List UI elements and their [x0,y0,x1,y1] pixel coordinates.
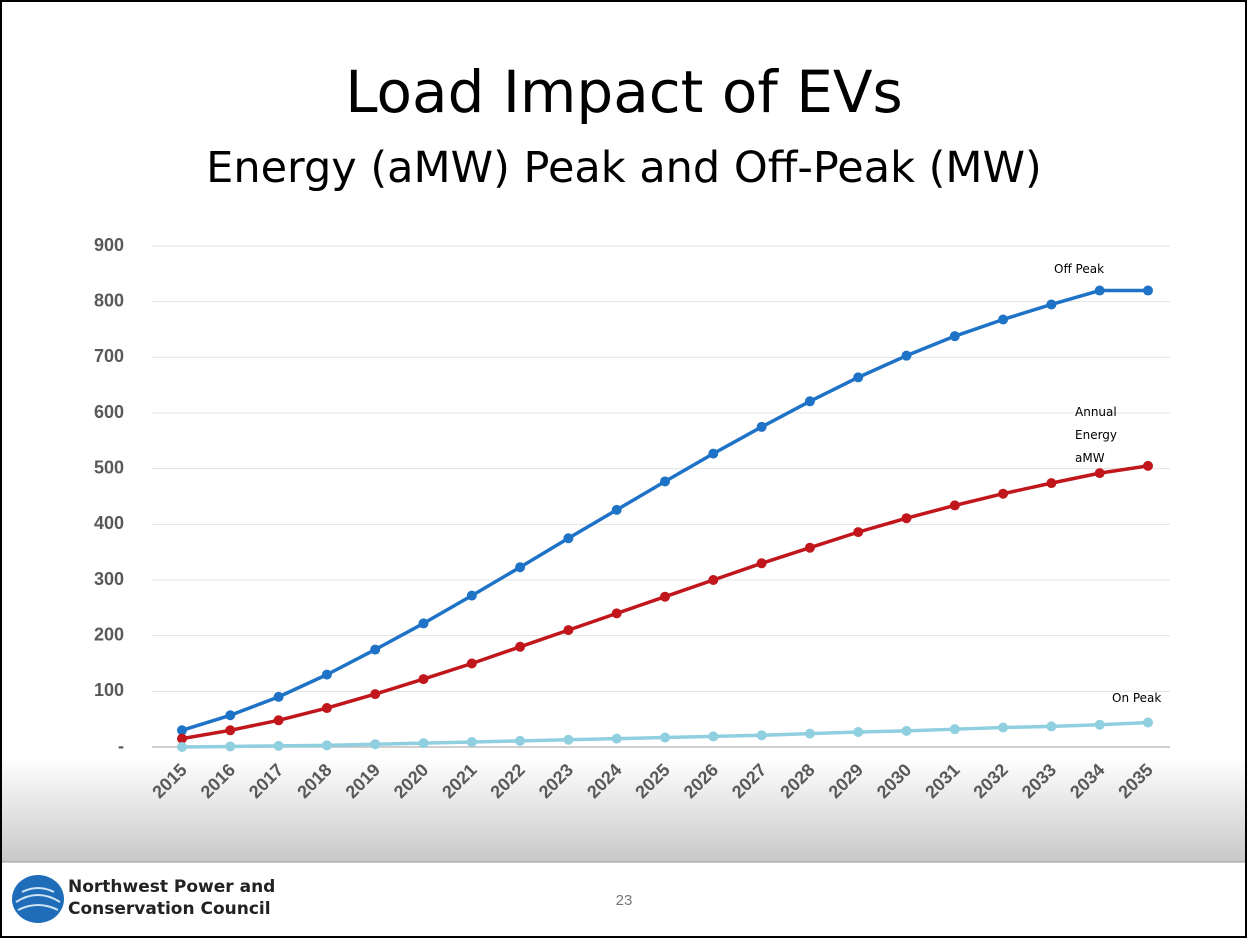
data-point [466,590,477,601]
data-point [998,722,1009,733]
page-number: 23 [616,892,633,909]
data-point [370,739,381,750]
data-point [660,591,670,602]
data-point [177,725,187,736]
data-point [1094,719,1105,730]
data-point [563,734,574,745]
chart-title: Load Impact of EVs [345,58,903,126]
data-point [515,735,526,746]
logo [12,875,64,923]
data-point [370,689,381,700]
data-point [321,740,332,751]
data-point [901,513,912,524]
data-point [1046,478,1057,489]
data-point [901,350,912,361]
y-tick-label: 400 [94,513,124,533]
y-tick-label: 100 [94,680,124,700]
data-point [177,742,187,752]
data-point [177,733,187,744]
data-point [1143,460,1153,471]
data-point [1094,468,1105,479]
data-point [1046,721,1057,732]
data-point [273,740,284,751]
data-point [515,562,526,573]
chart-subtitle: Energy (aMW) Peak and Off-Peak (MW) [206,143,1042,193]
series-line [181,464,1149,741]
data-point [563,533,574,544]
data-point [804,728,815,739]
data-point [1143,717,1153,728]
y-tick-label: - [118,736,124,756]
data-point [321,703,332,714]
data-point [708,575,719,585]
data-point [1143,285,1153,296]
y-tick-label: 200 [94,624,124,644]
data-point [418,738,429,749]
series-label: On Peak [1112,691,1162,705]
data-point [660,476,670,487]
data-point [418,674,429,685]
y-tick-label: 900 [94,235,124,255]
data-point [853,726,864,737]
y-tick-label: 800 [94,290,124,310]
data-point [853,527,864,538]
data-point [225,741,236,752]
data-point [853,372,864,383]
data-point [756,558,767,569]
data-point [949,331,960,342]
org-name: Conservation Council [68,899,271,919]
y-tick-label: 700 [94,346,124,366]
data-point [273,715,284,726]
data-point [804,396,815,407]
footer-band [2,757,1245,862]
data-point [901,725,912,736]
data-point [708,448,719,459]
data-point [225,725,236,736]
data-point [1046,299,1057,310]
data-point [611,608,622,619]
series-line [181,288,1148,732]
y-tick-label: 300 [94,569,124,589]
data-point [756,421,767,432]
data-point [370,644,381,655]
data-point [466,736,477,747]
data-point [515,641,526,652]
data-point [1094,285,1105,296]
y-tick-label: 500 [94,457,124,477]
series-label: Off Peak [1054,262,1105,276]
data-point [611,504,622,515]
org-name: Northwest Power and [68,877,275,897]
data-point [563,625,574,636]
data-point [708,731,719,742]
data-point [949,500,960,511]
data-point [321,669,332,680]
series-label: Annual Energy aMW [1075,405,1118,465]
data-point [998,314,1009,325]
data-point [998,488,1009,499]
data-point [273,691,284,702]
data-point [756,730,767,741]
y-tick-label: 600 [94,402,124,422]
data-point [466,658,477,669]
data-point [660,732,670,743]
data-point [949,724,960,735]
data-point [611,733,622,744]
data-point [804,542,815,553]
data-point [418,618,429,629]
data-point [225,710,236,721]
